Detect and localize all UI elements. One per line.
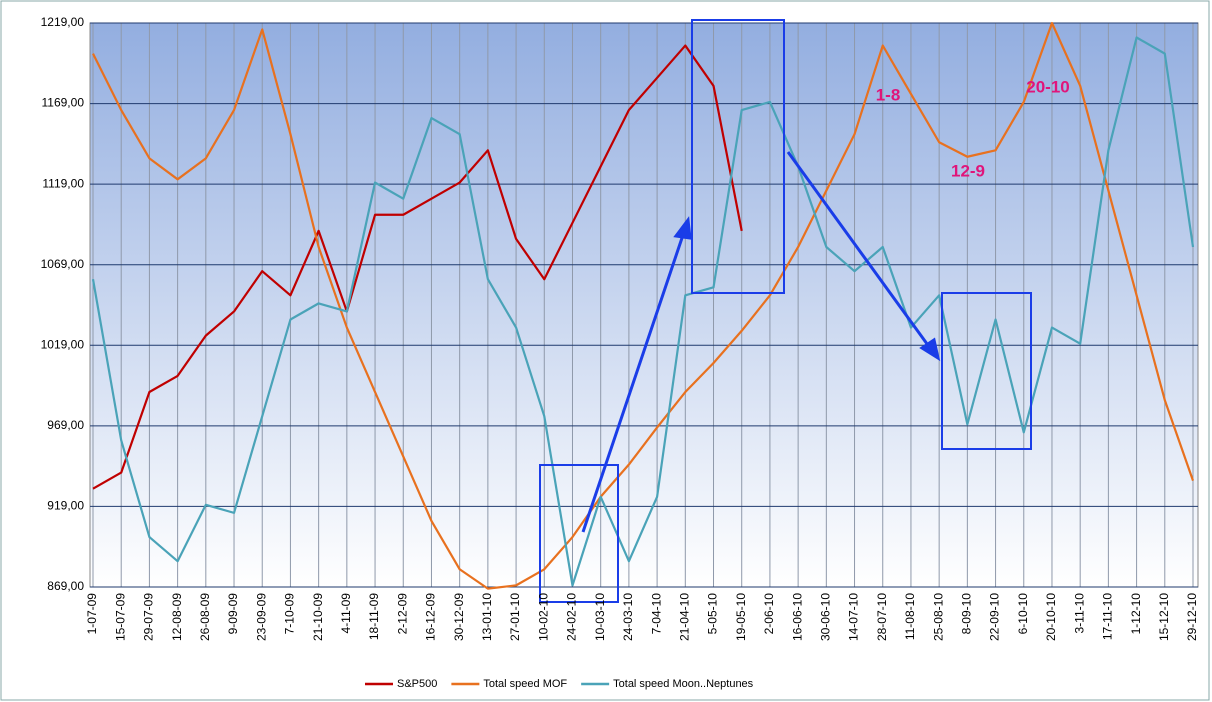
x-tick-label: 5-05-10	[706, 593, 720, 635]
legend-label: Total speed Moon..Neptunes	[613, 678, 754, 690]
x-tick-label: 26-08-09	[198, 593, 212, 641]
box	[941, 292, 1032, 450]
x-tick-label: 1-12-10	[1129, 593, 1143, 635]
y-tick-label: 1069,00	[41, 257, 85, 271]
y-tick-label: 1119,00	[42, 176, 84, 190]
x-tick-label: 3-11-10	[1072, 593, 1086, 634]
x-tick-label: 4-11-09	[339, 593, 353, 634]
x-tick-label: 6-10-10	[1016, 593, 1030, 635]
x-tick-label: 15-07-09	[113, 593, 127, 641]
x-tick-label: 14-07-10	[847, 593, 861, 641]
y-tick-label: 1169,00	[42, 96, 85, 110]
x-tick-label: 30-06-10	[819, 593, 833, 641]
x-tick-label: 13-01-10	[480, 593, 494, 641]
x-tick-label: 24-02-10	[565, 593, 579, 641]
x-tick-label: 27-01-10	[508, 593, 522, 641]
y-tick-label: 869,00	[47, 579, 84, 593]
highlight-boxes	[539, 19, 1032, 603]
series-line	[92, 21, 1195, 590]
x-tick-label: 28-07-10	[875, 593, 889, 641]
x-tick-label: 10-03-10	[593, 593, 607, 641]
y-tick-label: 1219,00	[41, 15, 85, 29]
legend-label: Total speed MOF	[483, 678, 567, 690]
x-tick-label: 19-05-10	[734, 593, 748, 641]
x-tick-label: 30-12-09	[452, 593, 466, 641]
x-tick-label: 22-09-10	[988, 593, 1002, 641]
series-line	[91, 36, 1195, 587]
x-tick-label: 25-08-10	[931, 593, 945, 641]
plot-area	[89, 22, 1199, 588]
annotation: 12-9	[951, 161, 985, 180]
arrow-head	[673, 216, 692, 240]
x-tick-label: 24-03-10	[621, 593, 635, 641]
x-tick-label: 20-10-10	[1044, 593, 1058, 641]
x-tick-label: 23-09-09	[254, 593, 268, 641]
legend-label: S&P500	[397, 678, 437, 690]
x-tick-label: 18-11-09	[367, 593, 381, 640]
x-tick-label: 1-07-09	[85, 593, 99, 635]
x-tick-label: 7-04-10	[649, 593, 663, 635]
x-tick-label: 7-10-09	[283, 593, 297, 635]
x-tick-label: 21-04-10	[677, 593, 691, 641]
x-tick-label: 29-07-09	[142, 593, 156, 641]
x-tick-label: 17-11-10	[1101, 593, 1115, 640]
x-tick-label: 21-10-09	[311, 593, 325, 641]
y-tick-label: 969,00	[47, 418, 84, 432]
x-tick-label: 16-12-09	[424, 593, 438, 641]
arrows	[581, 151, 941, 533]
x-tick-label: 11-08-10	[903, 593, 917, 640]
x-tick-label: 2-06-10	[762, 593, 776, 635]
x-tick-label: 16-06-10	[790, 593, 804, 641]
x-tick-label: 29-12-10	[1185, 593, 1199, 641]
annotation: 20-10	[1026, 77, 1069, 96]
box	[539, 464, 619, 603]
annotation: 1-8	[876, 85, 901, 104]
x-tick-label: 12-08-09	[170, 593, 184, 641]
arrow-head	[919, 337, 941, 362]
arrow	[786, 151, 932, 349]
y-tick-label: 919,00	[47, 499, 84, 513]
x-tick-label: 8-09-10	[960, 593, 974, 635]
x-tick-label: 2-12-09	[395, 593, 409, 635]
x-tick-label: 10-02-10	[536, 593, 550, 641]
arrow	[581, 231, 686, 533]
x-tick-label: 9-09-09	[226, 593, 240, 635]
box	[691, 19, 785, 294]
series-line	[92, 44, 743, 490]
y-tick-label: 1019,00	[41, 337, 85, 351]
x-tick-label: 15-12-10	[1157, 593, 1171, 641]
